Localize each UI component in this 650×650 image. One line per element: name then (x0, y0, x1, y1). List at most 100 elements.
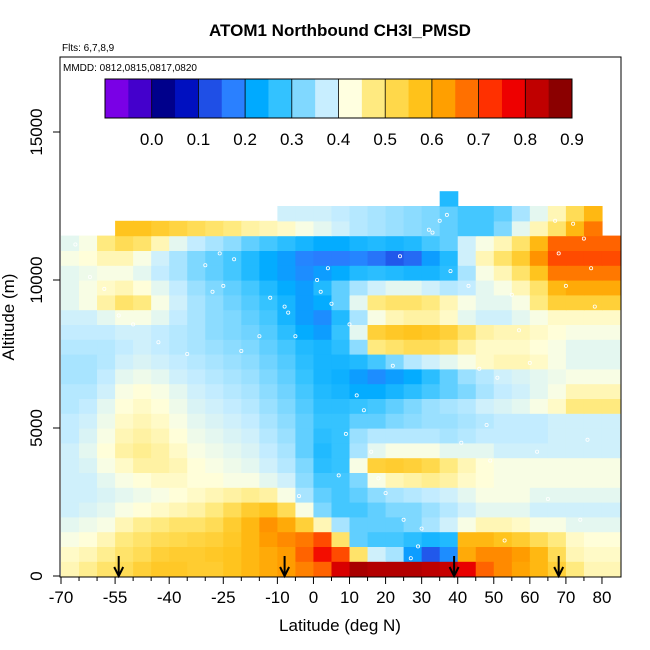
heatmap-cell (493, 309, 513, 325)
heatmap-cell (547, 309, 567, 325)
heatmap-cell (403, 294, 423, 311)
heatmap-cell (79, 280, 98, 296)
heatmap-cell (169, 324, 188, 340)
heatmap-cell (79, 413, 98, 429)
sample-point (509, 292, 514, 297)
heatmap-cell (133, 561, 152, 577)
heatmap-cell (403, 309, 423, 325)
heatmap-cell (565, 235, 585, 251)
heatmap-cell (475, 457, 495, 473)
heatmap-cell (367, 280, 387, 296)
heatmap-cell (115, 368, 134, 385)
heatmap-cell (205, 428, 224, 444)
sample-point (592, 304, 597, 309)
heatmap-cell (421, 442, 441, 459)
heatmap-cell (403, 206, 423, 222)
heatmap-cell (565, 472, 585, 488)
sample-point (484, 422, 489, 427)
heatmap-cell (385, 339, 405, 355)
heatmap-cell (601, 309, 621, 325)
flight-arrow (448, 556, 460, 579)
heatmap-cell (475, 516, 495, 533)
sample-point (397, 254, 402, 259)
sample-point (73, 242, 78, 247)
heatmap-cell (457, 309, 477, 325)
sample-point (495, 375, 500, 380)
heatmap-cell (61, 487, 80, 503)
heatmap-cell (295, 324, 315, 340)
heatmap-cell (439, 442, 459, 459)
sample-point (535, 449, 540, 454)
flight-arrows (113, 556, 565, 579)
heatmap-cell (187, 280, 206, 296)
heatmap-cell (259, 413, 278, 429)
heatmap-cell (61, 354, 80, 370)
heatmap-cell (511, 487, 531, 503)
heatmap-cell (79, 457, 98, 473)
y-tick-label: 15000 (27, 108, 46, 155)
heatmap-cell (457, 235, 477, 251)
colorbar-tick-label: 0.0 (140, 130, 164, 149)
heatmap-cell (259, 250, 278, 266)
heatmap-cell (169, 457, 188, 473)
heatmap-cell (583, 457, 603, 473)
heatmap-cell (385, 487, 405, 503)
heatmap-cell (403, 398, 423, 414)
heatmap-cell (313, 250, 333, 266)
heatmap-cell (601, 487, 621, 503)
heatmap-cell (385, 368, 405, 385)
heatmap-cell (457, 487, 477, 503)
heatmap-cell (565, 442, 585, 459)
colorbar-swatch (548, 79, 573, 118)
heatmap-cell (565, 383, 585, 399)
heatmap-cell (601, 531, 621, 547)
heatmap-cell (331, 324, 351, 340)
heatmap-cell (583, 339, 603, 355)
heatmap-cell (61, 531, 80, 547)
heatmap-cell (223, 354, 242, 370)
heatmap-cell (313, 368, 333, 385)
heatmap-cell (529, 339, 549, 355)
heatmap-cell (601, 250, 621, 266)
heatmap-cell (403, 561, 423, 577)
heatmap-cell (205, 220, 224, 237)
heatmap-cell (439, 531, 459, 547)
heatmap-cell (547, 413, 567, 429)
heatmap-cell (331, 265, 351, 281)
heatmap-cell (79, 294, 98, 311)
heatmap-cell (439, 368, 459, 385)
heatmap-cell (349, 531, 369, 547)
x-tick-label: 0 (309, 588, 318, 607)
heatmap-cell (331, 220, 351, 237)
heatmap-cell (223, 324, 242, 340)
heatmap-cell (133, 383, 152, 399)
heatmap-cell (331, 250, 351, 266)
heatmap-cell (277, 368, 297, 385)
heatmap-cell (349, 324, 369, 340)
heatmap-cell (331, 309, 351, 325)
sample-point (257, 334, 262, 339)
heatmap-cell (187, 339, 206, 355)
heatmap-cell (493, 428, 513, 444)
heatmap-cell (295, 368, 315, 385)
heatmap-cell (331, 398, 351, 414)
heatmap-cell (277, 487, 297, 503)
heatmap-cell (205, 294, 224, 311)
heatmap-cell (169, 354, 188, 370)
heatmap-cell (403, 220, 423, 237)
heatmap-cell (223, 280, 242, 296)
heatmap-cell (187, 442, 206, 459)
heatmap-cell (277, 250, 297, 266)
heatmap-cell (565, 457, 585, 473)
heatmap-cell (457, 398, 477, 414)
heatmap-cell (241, 442, 260, 459)
heatmap-cell (367, 354, 387, 370)
sample-point (581, 236, 586, 241)
heatmap-cell (601, 442, 621, 459)
heatmap-cell (601, 457, 621, 473)
heatmap-cell (493, 235, 513, 251)
heatmap-cell (277, 531, 297, 547)
heatmap-cell (421, 235, 441, 251)
heatmap-cell (385, 324, 405, 340)
heatmap-cell (403, 413, 423, 429)
